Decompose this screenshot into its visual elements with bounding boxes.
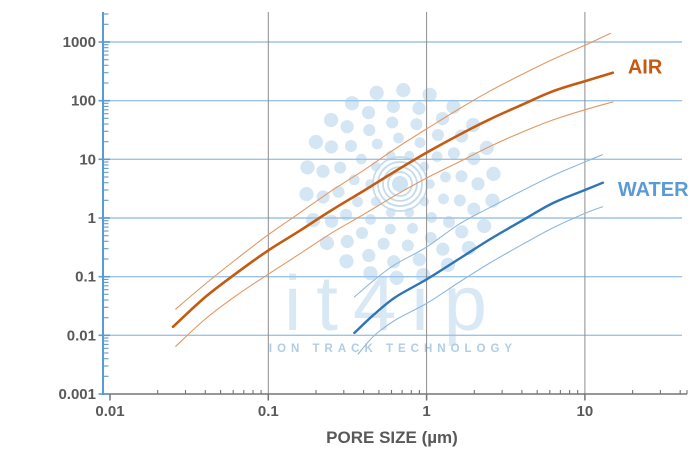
watermark-dot [431, 151, 443, 163]
y-tick-label: 100 [71, 93, 96, 110]
air-series-label: AIR [628, 57, 663, 79]
watermark-dot [377, 237, 390, 250]
watermark-dot [348, 174, 360, 186]
watermark-dot [401, 239, 414, 252]
watermark-dot [432, 129, 444, 141]
watermark-dot [467, 202, 481, 216]
watermark-dot [412, 101, 426, 115]
watermark-dot [361, 106, 376, 120]
x-tick-label: 10 [577, 403, 594, 420]
watermark-dot [356, 227, 368, 239]
watermark-brand: it4ip [284, 259, 502, 347]
series-air-lower-bound [175, 101, 614, 347]
y-tick-label: 1000 [63, 34, 96, 51]
y-tick-label: 0.001 [58, 386, 96, 403]
watermark-dot [422, 87, 437, 102]
watermark-center-dot [392, 176, 408, 192]
watermark-dot [340, 234, 354, 249]
y-tick-label: 1 [88, 210, 96, 227]
watermark-dot [340, 208, 353, 221]
watermark-dot [365, 214, 376, 225]
gridlines [103, 12, 682, 394]
series-annotations: AIR WATER [618, 57, 689, 202]
series-air-upper-bound [175, 32, 611, 310]
watermark-dot [344, 96, 360, 111]
watermark-ripple-ring [377, 161, 423, 207]
series-water-upper-bound [353, 154, 603, 298]
watermark-dot [447, 147, 460, 160]
x-tick-label: 0.1 [258, 403, 279, 420]
watermark-dot [371, 138, 383, 150]
watermark-dot [424, 231, 437, 244]
axes [98, 12, 688, 401]
watermark-dot [438, 193, 449, 205]
watermark-dot [467, 151, 481, 166]
watermark-dot [319, 235, 334, 251]
watermark-dot [440, 171, 451, 183]
watermark-dot [316, 164, 330, 178]
series-water-main [353, 181, 605, 335]
watermark-dot [362, 248, 376, 263]
x-tick-label: 1 [422, 403, 430, 420]
y-tick-label: 0.01 [67, 327, 96, 344]
watermark-dot [471, 177, 485, 191]
watermark-dot [386, 99, 400, 113]
watermark-dot [436, 242, 450, 256]
watermark-dot [387, 255, 401, 269]
watermark-dot [385, 223, 396, 235]
y-tick-label: 0.1 [75, 269, 96, 286]
watermark-dot [308, 134, 323, 150]
x-axis-title: PORE SIZE (µm) [326, 428, 458, 447]
watermark-dot [369, 85, 384, 100]
watermark-dot [443, 216, 455, 228]
watermark-dot [410, 118, 423, 131]
watermark-tagline: ION TRACK TECHNOLOGY [269, 343, 517, 355]
watermark-dot [363, 124, 376, 137]
watermark-dot [352, 196, 363, 208]
watermark-dot [393, 132, 404, 144]
watermark-dot [324, 112, 339, 128]
x-tick-label: 0.01 [95, 403, 124, 420]
watermark-dot-globe [299, 83, 501, 285]
watermark-dot [324, 140, 338, 154]
watermark-dot [339, 254, 354, 269]
watermark-dot [300, 160, 315, 175]
watermark-dot [453, 194, 466, 207]
watermark-dot [414, 137, 426, 149]
watermark-dot [332, 185, 345, 198]
watermark-dot [299, 187, 314, 202]
watermark-dot [455, 170, 468, 183]
watermark-dot [345, 140, 357, 152]
series-water-lower-bound [357, 206, 603, 355]
watermark-dot [396, 83, 411, 98]
watermark-dot [340, 120, 354, 134]
series-air-main [171, 71, 615, 329]
watermark-dot [455, 225, 469, 239]
data-series [171, 32, 615, 355]
watermark-dot [334, 161, 347, 174]
watermark-dot [386, 116, 399, 129]
watermark-dot [324, 214, 339, 228]
watermark-dot [389, 270, 404, 285]
watermark-dot [412, 253, 426, 267]
watermark-dot [477, 218, 492, 234]
watermark-dot [486, 166, 501, 181]
watermark-dot [407, 222, 418, 234]
y-tick-label: 10 [79, 151, 96, 168]
watermark-ripple-ring [387, 171, 413, 197]
water-series-label: WATER [618, 179, 689, 201]
